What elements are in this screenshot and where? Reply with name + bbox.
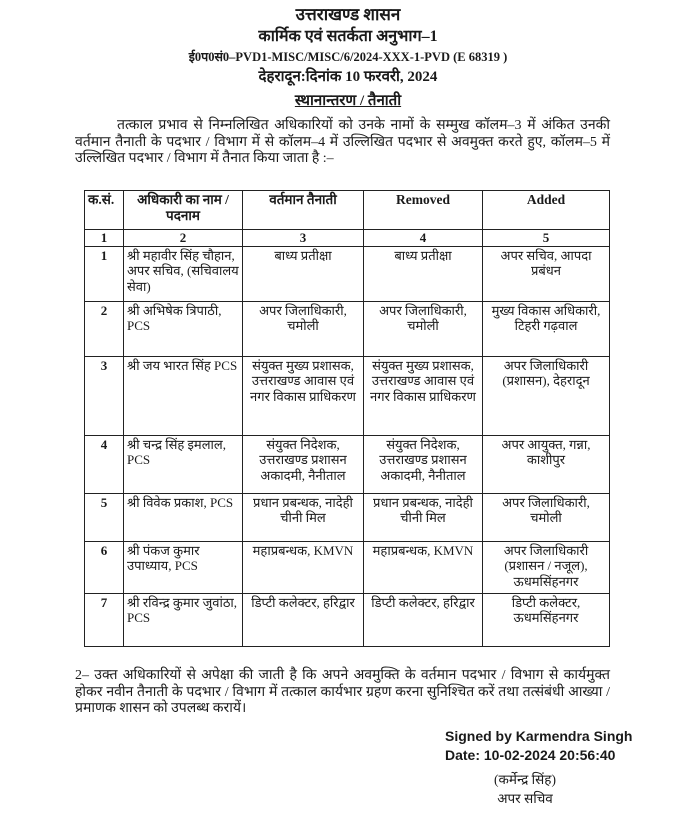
file-number: ई0प0सं0–PVD1-MISC/MISC/6/2024-XXX-1-PVD …: [188, 50, 508, 64]
signatory-designation: अपर सचिव: [497, 791, 553, 806]
added-posting: अपर जिलाधिकारी (प्रशासन / नजूल), ऊधमसिंह…: [482, 540, 610, 594]
removed-posting: बाध्य प्रतीक्षा: [363, 245, 483, 302]
officer-name: श्री अभिषेक त्रिपाठी, PCS: [123, 300, 243, 357]
instruction-paragraph: 2– उक्त अधिकारियों से अपेक्षा की जाती है…: [75, 668, 610, 716]
removed-posting: डिप्टी कलेक्टर, हरिद्वार: [363, 592, 483, 647]
removed-posting: प्रधान प्रबन्धक, नादेही चीनी मिल: [363, 492, 483, 542]
added-posting: मुख्य विकास अधिकारी, टिहरी गढ़वाल: [482, 300, 610, 357]
removed-posting: अपर जिलाधिकारी, चमोली: [363, 300, 483, 357]
table-row: 6 श्री पंकज कुमार उपाध्याय, PCS महाप्रबन्ध…: [84, 540, 610, 594]
current-posting: संयुक्त निदेशक, उत्तराखण्ड प्रशासन अकादम…: [242, 434, 364, 494]
current-posting: बाध्य प्रतीक्षा: [242, 245, 364, 302]
officer-name: श्री जय भारत सिंह PCS: [123, 355, 243, 436]
column-number: 3: [242, 229, 364, 247]
subject-heading: स्थानान्तरण / तैनाती: [294, 93, 402, 109]
removed-posting: संयुक्त निदेशक, उत्तराखण्ड प्रशासन अकादम…: [363, 434, 483, 494]
column-number: 1: [84, 229, 124, 247]
current-posting: अपर जिलाधिकारी, चमोली: [242, 300, 364, 357]
current-posting: डिप्टी कलेक्टर, हरिद्वार: [242, 592, 364, 647]
serial-number: 4: [84, 434, 124, 494]
added-posting: अपर जिलाधिकारी (प्रशासन), देहरादून: [482, 355, 610, 436]
added-posting: डिप्टी कलेक्टर, ऊधमसिंहनगर: [482, 592, 610, 647]
table-row: 4 श्री चन्द्र सिंह इमलाल, PCS संयुक्त निदे…: [84, 434, 610, 494]
officer-name: श्री चन्द्र सिंह इमलाल, PCS: [123, 434, 243, 494]
header-officer: अधिकारी का नाम / पदनाम: [123, 190, 243, 230]
added-posting: अपर आयुक्त, गन्ना, काशीपुर: [482, 434, 610, 494]
government-heading: उत्तराखण्ड शासन: [295, 5, 401, 24]
signature-date: Date: 10-02-2024 20:56:40: [445, 747, 616, 763]
officer-name: श्री महावीर सिंह चौहान, अपर सचिव, (सचिवा…: [123, 245, 243, 302]
current-posting: महाप्रबन्धक, KMVN: [242, 540, 364, 594]
removed-posting: संयुक्त मुख्य प्रशासक, उत्तराखण्ड आवास ए…: [363, 355, 483, 436]
signed-by: Signed by Karmendra Singh: [445, 728, 633, 744]
column-number-row: 1 2 3 4 5: [84, 229, 610, 247]
header-removed: Removed: [363, 190, 483, 230]
table-row: 5 श्री विवेक प्रकाश, PCS प्रधान प्रबन्धक, …: [84, 492, 610, 542]
table-row: 3 श्री जय भारत सिंह PCS संयुक्त मुख्य प्रश…: [84, 355, 610, 436]
department-heading: कार्मिक एवं सतर्कता अनुभाग–1: [258, 28, 438, 45]
column-number: 2: [123, 229, 243, 247]
officer-name: श्री पंकज कुमार उपाध्याय, PCS: [123, 540, 243, 594]
signatory: (कर्मेन्द्र सिंह) अपर सचिव: [470, 770, 580, 808]
serial-number: 5: [84, 492, 124, 542]
serial-number: 1: [84, 245, 124, 302]
header-serial: क.सं.: [84, 190, 124, 230]
place-date: देहरादून:दिनांक 10 फरवरी, 2024: [258, 69, 438, 85]
serial-number: 7: [84, 592, 124, 647]
intro-paragraph: तत्काल प्रभाव से निम्नलिखित अधिकारियों क…: [75, 118, 610, 166]
officer-name: श्री रविन्द्र कुमार जुवांठा, PCS: [123, 592, 243, 647]
serial-number: 3: [84, 355, 124, 436]
removed-posting: महाप्रबन्धक, KMVN: [363, 540, 483, 594]
serial-number: 2: [84, 300, 124, 357]
column-number: 4: [363, 229, 483, 247]
column-number: 5: [482, 229, 610, 247]
header-current-posting: वर्तमान तैनाती: [242, 190, 364, 230]
serial-number: 6: [84, 540, 124, 594]
added-posting: अपर जिलाधिकारी, चमोली: [482, 492, 610, 542]
current-posting: प्रधान प्रबन्धक, नादेही चीनी मिल: [242, 492, 364, 542]
table-header-row: क.सं. अधिकारी का नाम / पदनाम वर्तमान तैन…: [84, 190, 610, 230]
added-posting: अपर सचिव, आपदा प्रबंधन: [482, 245, 610, 302]
current-posting: संयुक्त मुख्य प्रशासक, उत्तराखण्ड आवास ए…: [242, 355, 364, 436]
officer-name: श्री विवेक प्रकाश, PCS: [123, 492, 243, 542]
signatory-name: (कर्मेन्द्र सिंह): [494, 772, 556, 787]
digital-signature: Signed by Karmendra Singh Date: 10-02-20…: [445, 727, 632, 765]
table-row: 2 श्री अभिषेक त्रिपाठी, PCS अपर जिलाधिकारी…: [84, 300, 610, 357]
header-added: Added: [482, 190, 610, 230]
table-row: 7 श्री रविन्द्र कुमार जुवांठा, PCS डिप्टी …: [84, 592, 610, 647]
table-row: 1 श्री महावीर सिंह चौहान, अपर सचिव, (सचिव…: [84, 245, 610, 302]
transfer-table: क.सं. अधिकारी का नाम / पदनाम वर्तमान तैन…: [84, 190, 610, 647]
